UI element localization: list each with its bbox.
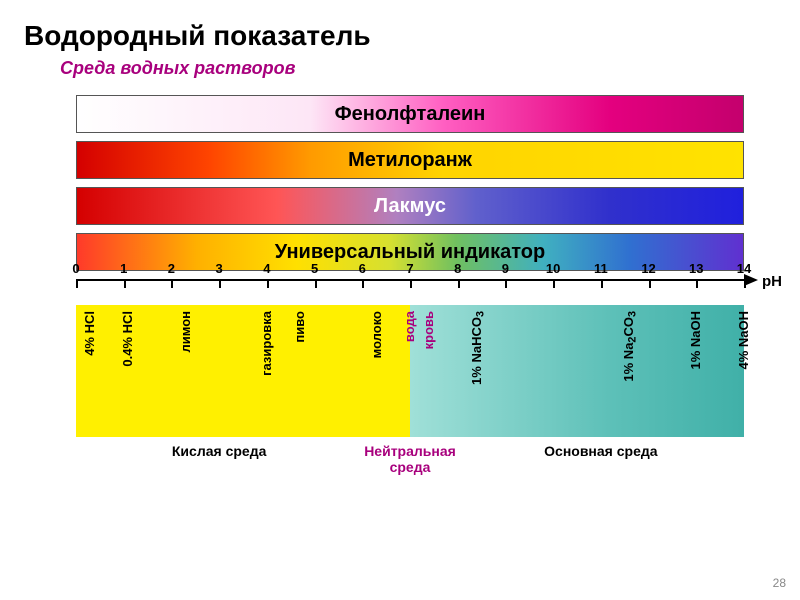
slide-number: 28 [773, 576, 786, 590]
page-subtitle: Среда водных растворов [60, 58, 776, 79]
axis-tick [124, 279, 126, 288]
substance-label: кровь [421, 311, 436, 349]
axis-tick [458, 279, 460, 288]
axis-tick-label: 9 [502, 261, 509, 276]
ph-scale: 01234567891011121314pH 4% HCl0.4% HClлим… [76, 279, 744, 483]
substance-label: 4% NaOH [736, 311, 751, 370]
substance-label: лимон [178, 311, 193, 353]
indicator-label: Метилоранж [348, 149, 472, 172]
substance-label: газировка [259, 311, 274, 376]
page-title: Водородный показатель [24, 20, 776, 52]
axis-tick [649, 279, 651, 288]
environment-label-text: Кислая среда [172, 443, 266, 459]
substance-label: 1% NaOH [688, 311, 703, 370]
axis-tick [696, 279, 698, 288]
axis-tick [76, 279, 78, 288]
axis-tick-label: 7 [406, 261, 413, 276]
substance-label: 1% Na2CO3 [621, 311, 639, 382]
environment-label: Кислая среда [149, 443, 289, 459]
indicator-label: Лакмус [374, 195, 446, 218]
axis-tick [601, 279, 603, 288]
axis-tick [267, 279, 269, 288]
axis-tick-label: 0 [72, 261, 79, 276]
environment-label-text: Нейтральнаясреда [364, 443, 456, 475]
substance-label: вода [402, 311, 417, 342]
indicator-bar: Метилоранж [76, 141, 744, 179]
indicator-label: Фенолфталеин [335, 103, 486, 126]
axis-tick-label: 1 [120, 261, 127, 276]
ph-axis-label: pH [762, 273, 782, 290]
axis-tick-label: 13 [689, 261, 703, 276]
substance-label: пиво [292, 311, 307, 343]
environment-label-text: Основная среда [544, 443, 657, 459]
substances: 4% HCl 0.4% HCl лимон газировка пиво молоко во… [76, 305, 744, 437]
axis-tick-label: 10 [546, 261, 560, 276]
axis-arrow [744, 274, 758, 286]
axis-tick-label: 3 [216, 261, 223, 276]
substance-label: 1% NaHCO3 [469, 311, 487, 385]
environment-label: Основная среда [531, 443, 671, 459]
axis-tick-label: 12 [641, 261, 655, 276]
axis-tick-label: 11 [594, 261, 608, 276]
axis-tick-label: 4 [263, 261, 270, 276]
axis-tick-label: 2 [168, 261, 175, 276]
indicator-bar: Лакмус [76, 187, 744, 225]
axis-tick [315, 279, 317, 288]
axis-tick [219, 279, 221, 288]
substance-label: 0.4% HCl [120, 311, 135, 367]
environment-label: Нейтральнаясреда [340, 443, 480, 475]
environment-labels: Кислая среда Нейтральнаясреда Основная сре… [76, 443, 744, 483]
indicator-bar: Фенолфталеин [76, 95, 744, 133]
axis-tick [362, 279, 364, 288]
indicator-bars: ФенолфталеинМетилоранжЛакмусУниверсальны… [76, 95, 744, 271]
axis-tick [505, 279, 507, 288]
axis-tick [410, 279, 412, 288]
axis-tick-label: 5 [311, 261, 318, 276]
axis-tick [553, 279, 555, 288]
axis-tick [171, 279, 173, 288]
substance-label: 4% HCl [82, 311, 97, 356]
axis-tick-label: 6 [359, 261, 366, 276]
substance-label: молоко [369, 311, 384, 358]
axis-tick-label: 8 [454, 261, 461, 276]
